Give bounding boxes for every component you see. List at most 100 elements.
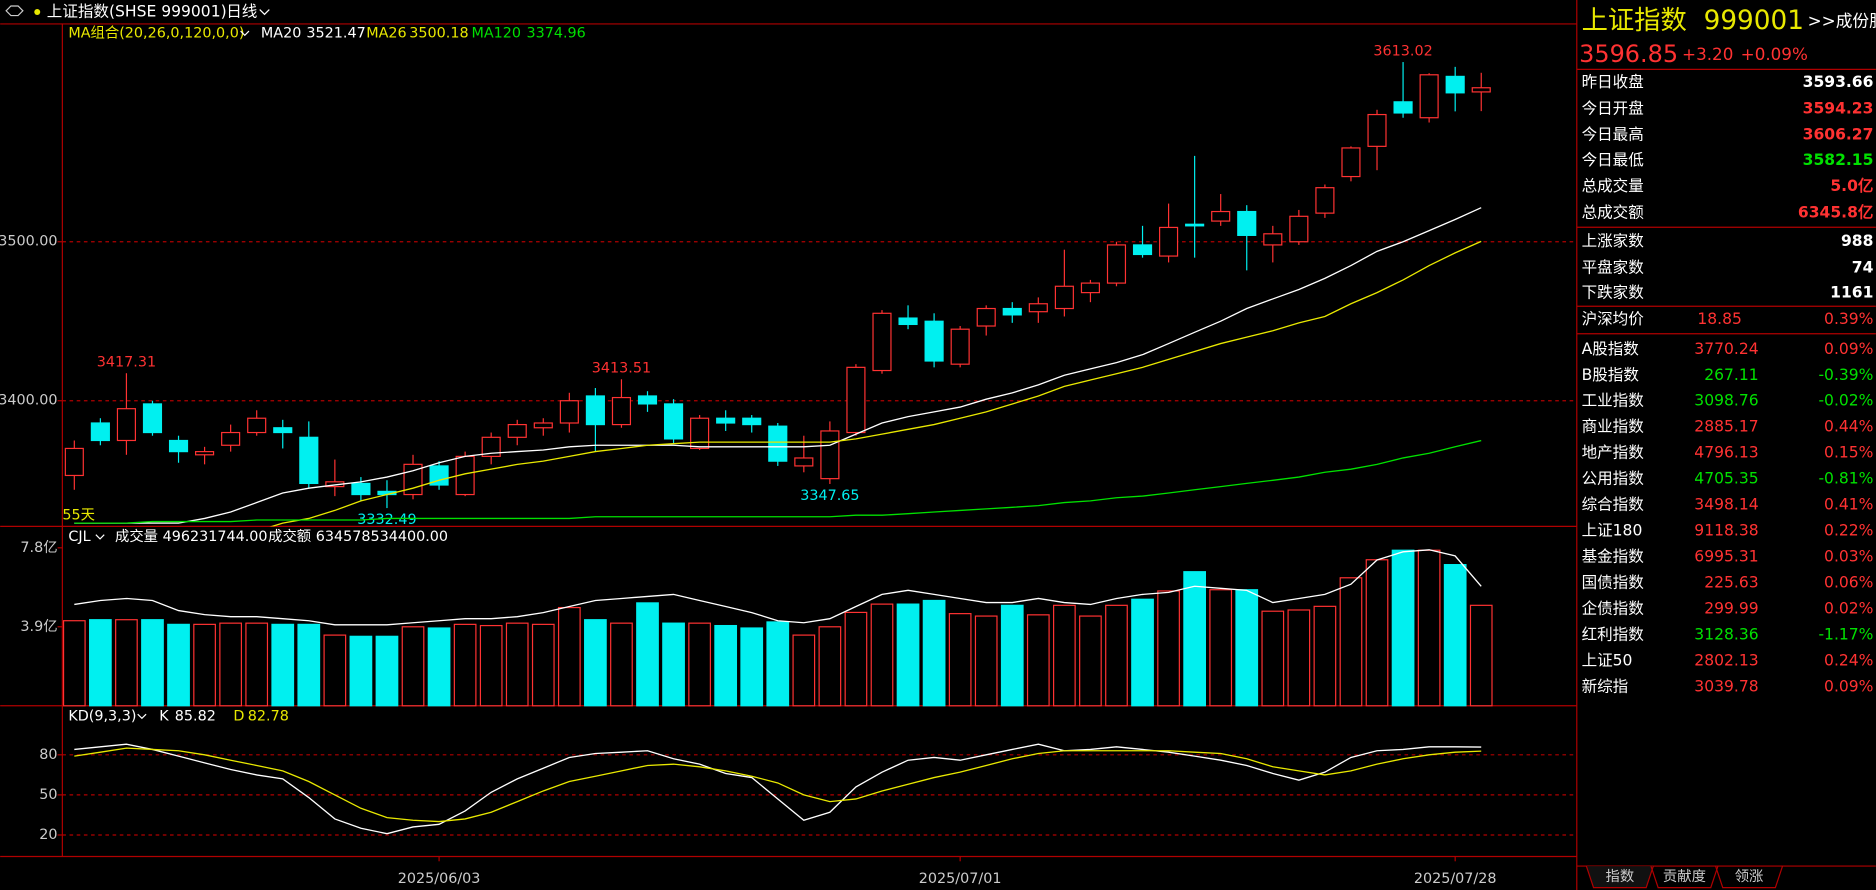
quote-code: 999001 xyxy=(1704,6,1804,36)
index-value: 3498.14 xyxy=(1694,496,1758,514)
index-value: 9118.38 xyxy=(1694,522,1758,540)
amount-label: 成交额 634578534400.00 xyxy=(268,527,448,545)
period-selector[interactable]: 日线 xyxy=(226,2,257,20)
stat-label: 下跌家数 xyxy=(1582,284,1645,302)
index-value: 267.11 xyxy=(1704,366,1758,384)
index-value: 6995.31 xyxy=(1694,547,1758,565)
stat-label: 平盘家数 xyxy=(1582,257,1645,276)
candle-body xyxy=(1237,210,1257,236)
y-tick-label: 3500.00 xyxy=(0,234,58,250)
tab[interactable]: 贡献度 xyxy=(1663,868,1706,885)
candle-body xyxy=(221,431,241,446)
volume-bar xyxy=(766,621,790,707)
index-value: 2802.13 xyxy=(1694,651,1758,669)
stat-value: 988 xyxy=(1841,232,1873,250)
stat-value: 3582.15 xyxy=(1803,151,1874,169)
index-name: A股指数 xyxy=(1582,340,1640,358)
candle-body xyxy=(846,366,866,434)
candle-body xyxy=(794,457,814,467)
quote-change-pct: +0.09% xyxy=(1741,44,1808,64)
index-name: 国债指数 xyxy=(1582,573,1645,591)
candle-body xyxy=(611,396,632,426)
volume-bar xyxy=(1183,571,1207,707)
volume-bar xyxy=(1079,615,1102,707)
volume-bar xyxy=(323,634,347,707)
index-name: 红利指数 xyxy=(1582,625,1645,643)
stat-label: 昨日收盘 xyxy=(1582,72,1644,91)
low-label: 3332.49 xyxy=(357,512,416,528)
volume-bar xyxy=(636,602,659,707)
volume-chevron[interactable] xyxy=(95,534,105,540)
window-icon[interactable] xyxy=(5,5,24,17)
index-name: 基金指数 xyxy=(1582,547,1645,565)
constituents-link[interactable]: >>成份股 xyxy=(1808,11,1876,31)
volume-bar xyxy=(193,623,216,707)
ma-value: 3521.47 xyxy=(306,25,365,41)
candle-body xyxy=(742,417,762,426)
volume-bar xyxy=(870,603,894,707)
symbol-title: 上证指数(SHSE 999001) xyxy=(47,2,227,20)
volume-bar xyxy=(89,619,112,707)
candle-body xyxy=(1289,215,1309,243)
candle-body xyxy=(299,436,319,485)
stat-label: 今日最高 xyxy=(1582,126,1644,144)
index-change: 0.06% xyxy=(1824,573,1873,591)
period-label: 55天 xyxy=(62,508,95,524)
candle-body xyxy=(1159,226,1179,257)
stat-value: 3593.66 xyxy=(1803,73,1874,91)
period-chevron[interactable] xyxy=(259,9,270,16)
tab-shape[interactable] xyxy=(1585,865,1654,889)
kd-name: K xyxy=(159,709,169,725)
high-label: 3413.51 xyxy=(592,360,651,376)
index-change: 0.15% xyxy=(1824,444,1873,462)
ma-line xyxy=(74,439,1482,524)
candle-body xyxy=(1393,101,1413,114)
volume-bar xyxy=(1000,604,1024,707)
volume-bar xyxy=(896,603,920,707)
candle-body xyxy=(273,427,293,434)
high-label: 3613.02 xyxy=(1373,43,1432,59)
candle-body xyxy=(195,451,215,456)
x-tick-label: 2025/06/03 xyxy=(398,871,481,887)
candle-body xyxy=(247,417,267,434)
index-name: B股指数 xyxy=(1582,366,1640,384)
index-name: 上证50 xyxy=(1582,651,1633,669)
tab-shape[interactable] xyxy=(1714,865,1784,889)
kd-chevron[interactable] xyxy=(137,713,147,720)
tab[interactable]: 领涨 xyxy=(1735,868,1764,885)
candle-body xyxy=(533,422,553,429)
index-name: 企债指数 xyxy=(1582,599,1645,617)
volume-bar xyxy=(349,635,373,707)
kd-value: 85.82 xyxy=(175,709,216,725)
volume-bar xyxy=(1365,559,1389,707)
tab-shape[interactable] xyxy=(1650,865,1719,889)
index-change: 0.41% xyxy=(1824,496,1873,514)
candle-body xyxy=(950,328,970,365)
ma-chevron[interactable] xyxy=(240,30,250,37)
candle-body xyxy=(1054,285,1074,310)
volume-bar xyxy=(714,624,738,707)
volume-bar xyxy=(115,619,138,707)
volume-bar xyxy=(297,623,321,707)
index-value: 3770.24 xyxy=(1694,340,1758,358)
volume-bar xyxy=(844,611,868,707)
candle-body xyxy=(663,403,684,440)
index-name: 新综指 xyxy=(1582,677,1629,695)
low-label: 3347.65 xyxy=(800,488,859,504)
candle-body xyxy=(820,430,840,480)
volume-bar xyxy=(62,620,86,707)
volume-bar xyxy=(818,626,842,707)
ma-line xyxy=(74,207,1482,524)
candle-body xyxy=(690,417,710,450)
candle-body xyxy=(1445,75,1465,94)
candle-body xyxy=(1132,244,1153,256)
y-tick-label: 50 xyxy=(39,787,57,803)
volume-bar xyxy=(245,622,269,707)
candle-body xyxy=(1315,187,1335,214)
candle-body xyxy=(637,395,658,405)
volume-bar xyxy=(1391,549,1415,707)
volume-bar xyxy=(1287,609,1311,707)
tab[interactable]: 指数 xyxy=(1606,868,1635,885)
volume-bar xyxy=(1443,564,1467,707)
